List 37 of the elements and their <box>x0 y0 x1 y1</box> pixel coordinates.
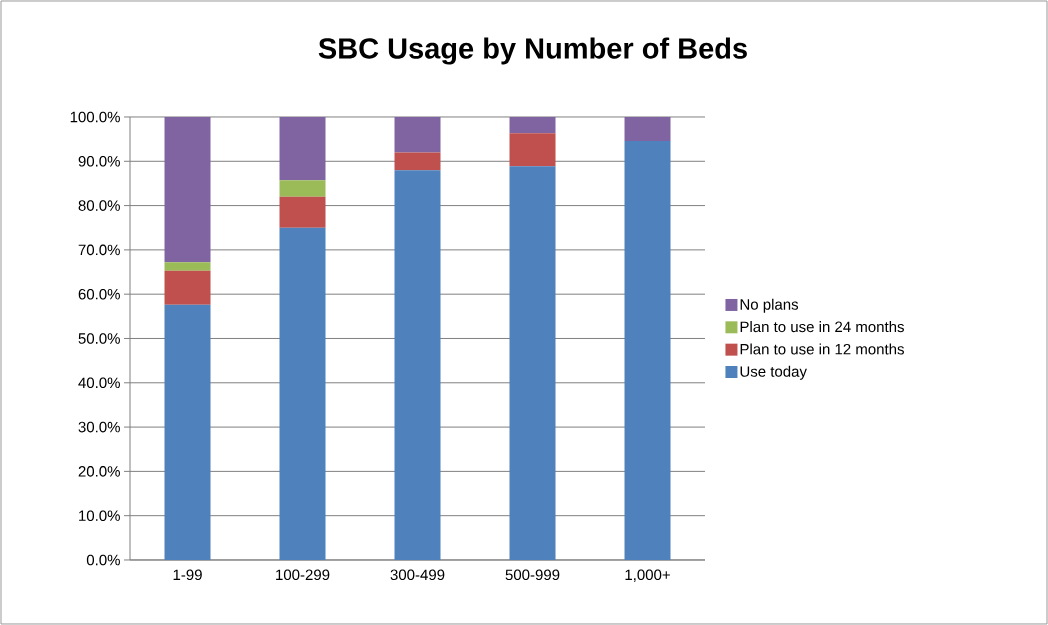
bar <box>164 262 211 271</box>
y-tick-label: 70.0% <box>78 244 120 256</box>
x-tick-label: 100-299 <box>276 569 330 581</box>
legend-label: Use today <box>740 365 807 380</box>
y-tick-label: 40.0% <box>78 377 120 389</box>
bar <box>279 180 326 197</box>
y-tick-label: 60.0% <box>78 288 120 300</box>
y-tick-label: 90.0% <box>78 155 120 167</box>
y-tick-label: 10.0% <box>79 510 120 521</box>
x-tick-label: 1,000+ <box>625 569 670 582</box>
bar <box>624 140 671 560</box>
x-tick-label: 500-999 <box>505 569 560 581</box>
chart-title: SBC Usage by Number of Beds <box>318 37 747 65</box>
bar <box>509 133 556 167</box>
legend-label: No plans <box>740 298 799 313</box>
y-tick-label: 100.0% <box>70 111 120 123</box>
bar <box>624 116 671 141</box>
legend-label: Plan to use in 12 months <box>740 343 904 355</box>
x-tick-label: 1-99 <box>173 569 202 581</box>
bar <box>394 170 441 560</box>
bar <box>509 116 556 134</box>
y-tick-label: 20.0% <box>78 466 120 477</box>
legend-label: Plan to use in 24 months <box>740 321 904 333</box>
bar <box>394 116 441 153</box>
bar <box>164 304 211 560</box>
bar <box>394 152 441 171</box>
y-tick-label: 80.0% <box>78 200 120 211</box>
y-tick-label: 30.0% <box>78 421 120 433</box>
y-tick-label: 0.0% <box>86 554 120 566</box>
bar <box>164 270 211 305</box>
bar <box>279 116 326 181</box>
y-tick-label: 50.0% <box>78 333 120 344</box>
x-tick-label: 300-499 <box>390 569 445 581</box>
bar <box>279 227 326 560</box>
bar <box>509 166 556 560</box>
bar <box>279 196 326 228</box>
bar <box>164 116 211 263</box>
